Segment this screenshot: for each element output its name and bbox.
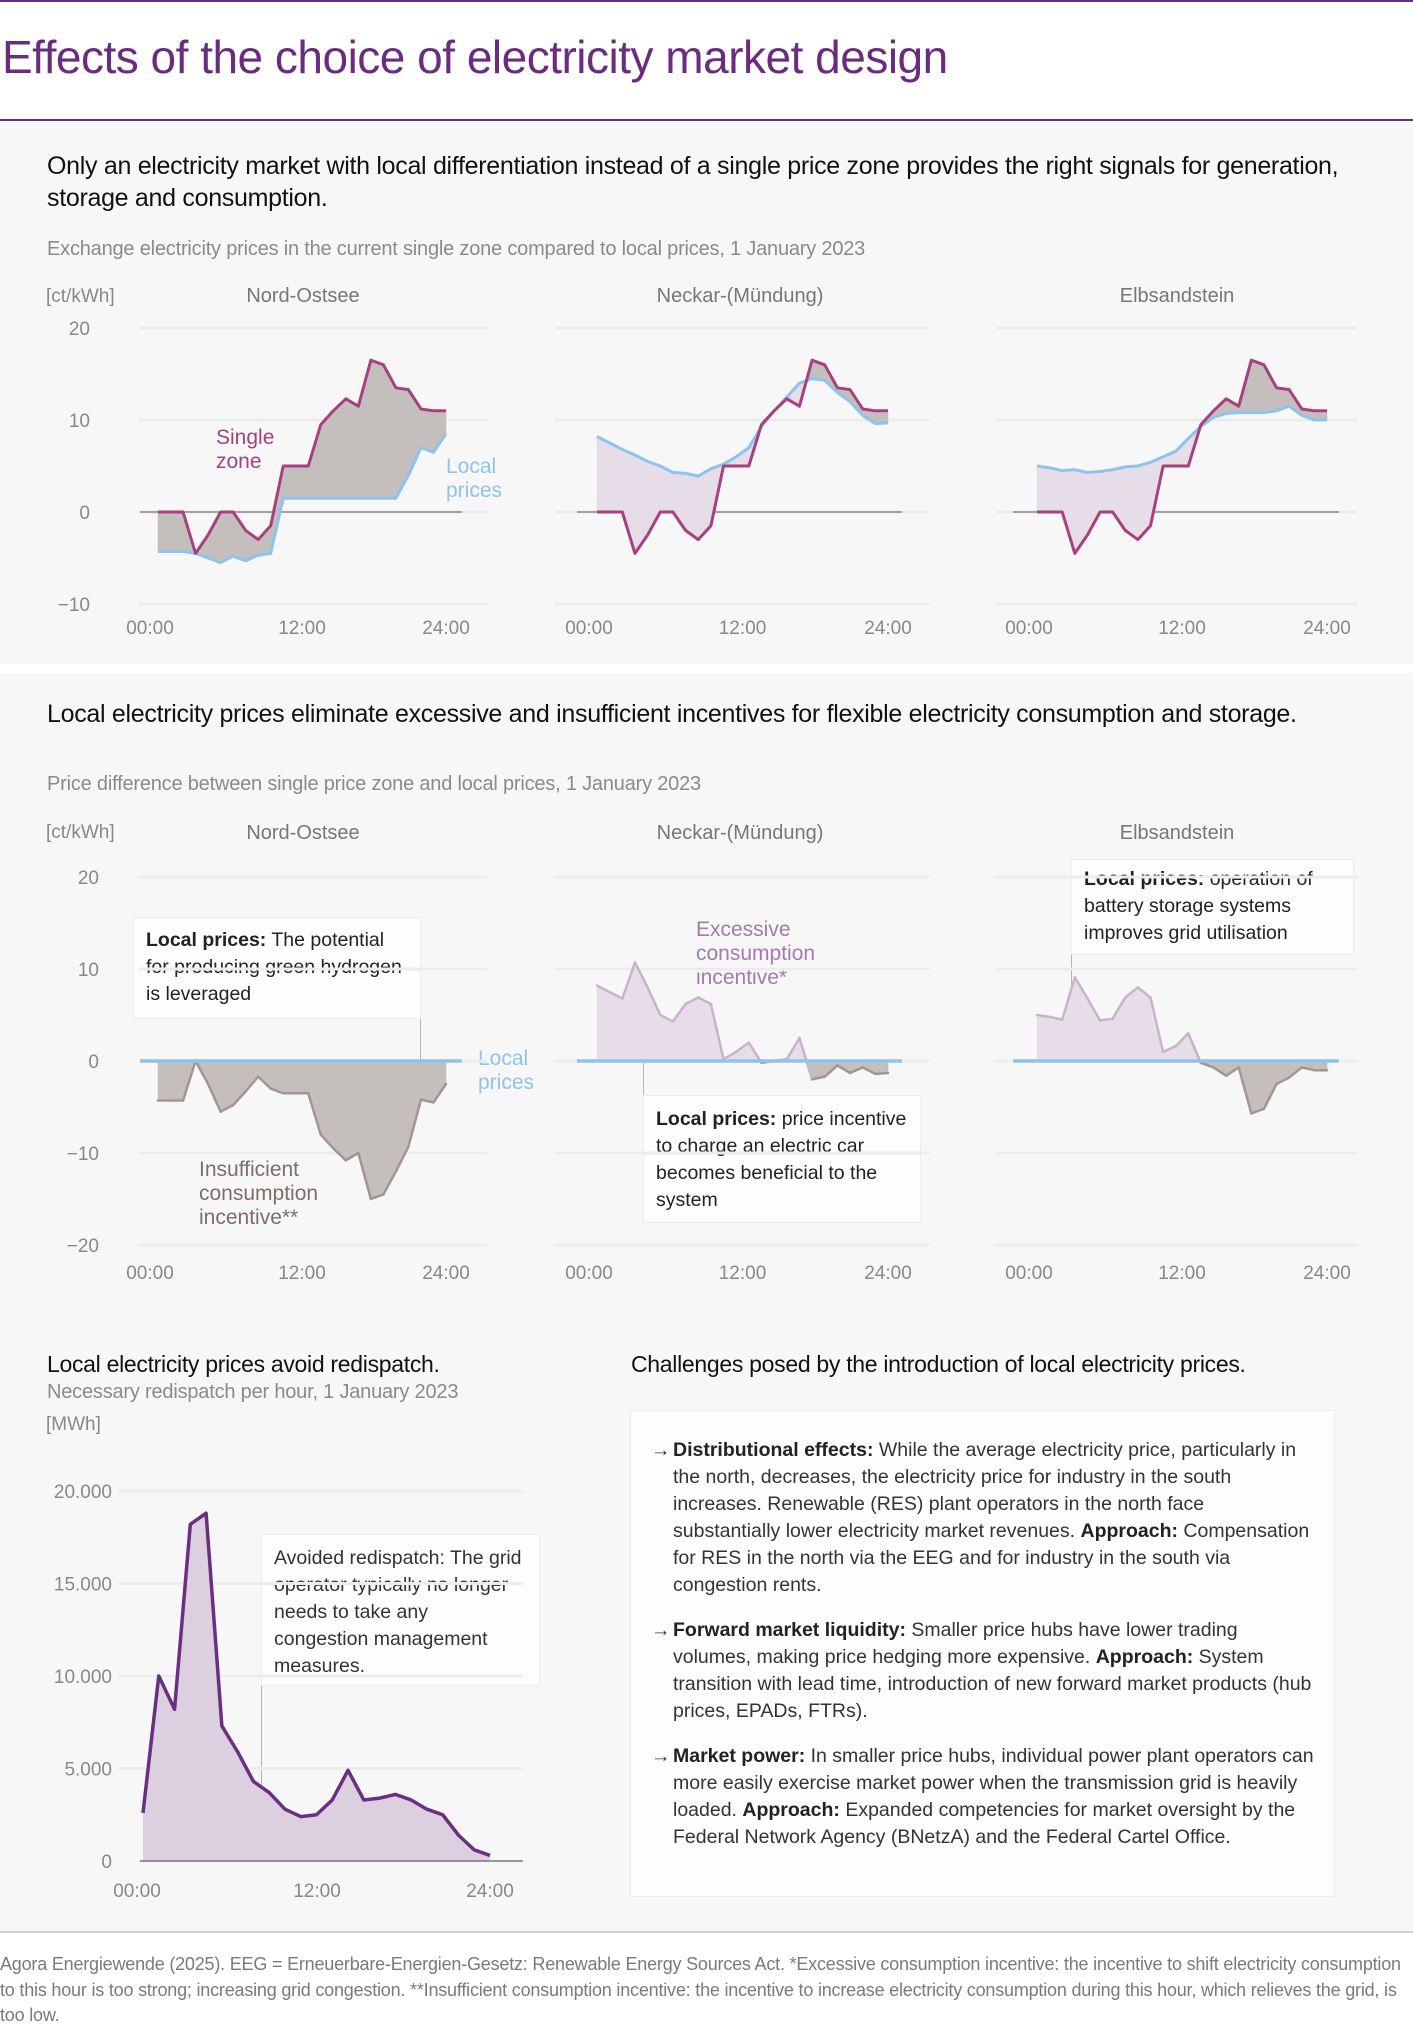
annotation-bold: Local prices: bbox=[656, 1108, 777, 1130]
chart1-panel-title-neckar: Neckar-(Mündung) bbox=[656, 285, 824, 307]
redispatch-subtitle: Necessary redispatch per hour, 1 January… bbox=[47, 1381, 459, 1403]
footer-divider bbox=[0, 1931, 1413, 1933]
footer-source: Agora Energiewende (2025). EEG = Erneuer… bbox=[0, 1954, 1401, 2025]
challenge-item-market-power: → Market power: In smaller price hubs, in… bbox=[651, 1743, 1314, 1851]
annotation-box-hydrogen: Local prices: The poten­tial for produci… bbox=[133, 917, 421, 1019]
section2-headline: Local electricity prices eliminate exces… bbox=[47, 700, 1297, 728]
chart1-panel-title-elbsandstein: Elbsandstein bbox=[1119, 285, 1235, 307]
chart2-panel-title-neckar: Neckar-(Mündung) bbox=[656, 822, 824, 844]
annotation-bold: Local prices: bbox=[1084, 868, 1205, 890]
annotation-box-ev: Local prices: price incen­tive to charge… bbox=[643, 1095, 921, 1223]
chart1-panel-title-nord-ostsee: Nord-Ostsee bbox=[246, 285, 360, 307]
arrow-right-icon: → bbox=[651, 1745, 671, 1767]
title-divider bbox=[0, 119, 1413, 121]
approach-label: Approach: bbox=[1080, 1520, 1179, 1542]
insufficient-incentive-label: Insufficient consumption incentive** bbox=[199, 1158, 319, 1229]
section1-headline: Only an electricity market with local di… bbox=[47, 152, 1339, 212]
section2-subtitle: Price difference between single price zo… bbox=[47, 773, 701, 795]
arrow-right-icon: → bbox=[651, 1439, 671, 1461]
excessive-incentive-label: Excessive consumption incentive* bbox=[696, 918, 816, 989]
challenge-item-liquidity: → Forward market liquidity: Smaller price… bbox=[651, 1617, 1314, 1725]
annotation-leader-ev bbox=[643, 1031, 644, 1097]
annotation-box-redispatch: Avoided redispatch: The grid operator ty… bbox=[261, 1534, 540, 1686]
challenge-item-distributional: → Distributional effects: While the avera… bbox=[651, 1437, 1314, 1599]
annotation-bold: Local prices: bbox=[146, 929, 267, 951]
chart3-unit-label: [MWh] bbox=[46, 1414, 101, 1435]
top-rule bbox=[0, 0, 1413, 2]
chart2-panel-title-elbsandstein: Elbsandstein bbox=[1119, 822, 1235, 844]
annotation-box-battery: Local prices: operation of battery stora… bbox=[1071, 859, 1354, 955]
challenge-term: Distributional effects: bbox=[673, 1439, 874, 1461]
approach-text: Compensation for RES in the north via th… bbox=[673, 1520, 1310, 1596]
chart1-unit-label: [ct/kWh] bbox=[46, 286, 115, 307]
approach-label: Approach: bbox=[1095, 1646, 1194, 1668]
challenge-term: Forward market liquidity: bbox=[673, 1619, 906, 1641]
local-prices-baseline-label: Local prices bbox=[478, 1047, 535, 1094]
challenge-text: In smaller price hubs, individual power … bbox=[673, 1745, 1314, 1821]
single-zone-label: Single zone bbox=[216, 426, 275, 473]
approach-text: System transition with lead time, introd… bbox=[673, 1646, 1312, 1722]
chart2-unit-label: [ct/kWh] bbox=[46, 822, 115, 843]
page-title: Effects of the choice of electricity mar… bbox=[2, 31, 948, 83]
local-prices-label: Local prices bbox=[446, 455, 503, 502]
annotation-text: The poten­tial for producing green hydro… bbox=[146, 929, 402, 1005]
challenge-text: While the average electricity price, par… bbox=[673, 1439, 1297, 1542]
section1-subtitle: Exchange electricity prices in the curre… bbox=[47, 238, 866, 260]
approach-label: Approach: bbox=[742, 1799, 840, 1821]
arrow-right-icon: → bbox=[651, 1619, 671, 1641]
redispatch-headline: Local electricity prices avoid redispatc… bbox=[47, 1351, 440, 1377]
annotation-text: operation of battery storage systems imp… bbox=[1084, 868, 1313, 944]
challenges-title: Challenges posed by the introduction of … bbox=[631, 1351, 1246, 1377]
approach-text: Expanded com­petencies for market oversi… bbox=[673, 1799, 1296, 1848]
challenge-text: Smaller price hubs have lower trading vo… bbox=[673, 1619, 1238, 1668]
challenge-term: Market power: bbox=[673, 1745, 806, 1767]
challenges-box: → Distributional effects: While the avera… bbox=[630, 1410, 1335, 1897]
chart2-panel-title-nord-ostsee: Nord-Ostsee bbox=[246, 822, 360, 844]
